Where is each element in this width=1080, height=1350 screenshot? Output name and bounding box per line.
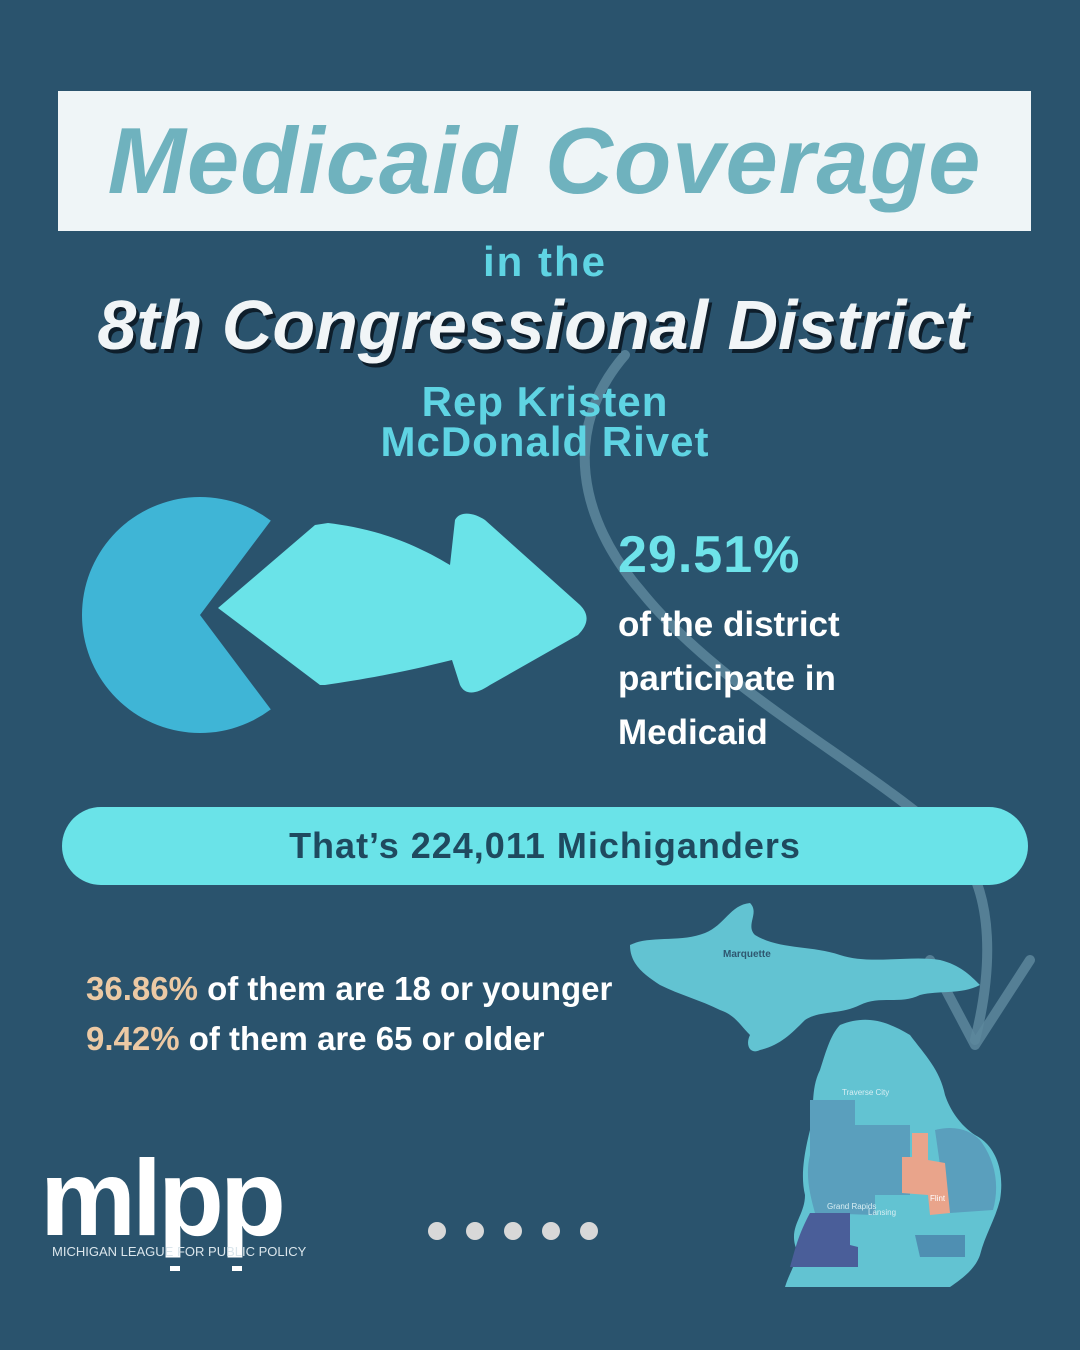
logo-tick-right	[232, 1266, 242, 1271]
representative-line-2: McDonald Rivet	[380, 418, 710, 465]
map-label-lansing: Lansing	[868, 1208, 896, 1217]
pagination-dots	[428, 1222, 598, 1240]
pie-arrow-graphic	[82, 497, 587, 733]
representative-line-1: Rep Kristen	[421, 378, 669, 425]
stat-youth-percent: 36.86%	[86, 970, 198, 1007]
stat-seniors: 9.42% of them are 65 or older	[86, 1020, 545, 1058]
logo-tick-left	[170, 1266, 180, 1271]
pagination-dot[interactable]	[466, 1222, 484, 1240]
pie-chart	[82, 497, 271, 733]
total-banner-text: That’s 224,011 Michiganders	[289, 825, 801, 866]
michigan-map: Marquette Traverse City Grand Rapids Lan…	[630, 903, 1002, 1287]
title-background	[58, 91, 1031, 231]
district-8-highlight	[902, 1133, 950, 1215]
logo-name: MICHIGAN LEAGUE FOR PUBLIC POLICY	[52, 1244, 307, 1259]
pagination-dot[interactable]	[580, 1222, 598, 1240]
page-title: Medicaid Coverage	[107, 108, 982, 213]
pagination-dot[interactable]	[504, 1222, 522, 1240]
pagination-dot[interactable]	[542, 1222, 560, 1240]
pagination-dot[interactable]	[428, 1222, 446, 1240]
stat-seniors-percent: 9.42%	[86, 1020, 180, 1057]
district-region-southeast	[915, 1235, 965, 1257]
district-region-southwest	[790, 1213, 858, 1267]
map-label-traverse-city: Traverse City	[842, 1088, 889, 1097]
map-label-marquette: Marquette	[723, 949, 771, 960]
upper-peninsula	[630, 903, 980, 1052]
stat-youth: 36.86% of them are 18 or younger	[86, 970, 612, 1008]
district-region-thumb	[935, 1128, 997, 1213]
logo-mark: mlpp	[40, 1137, 286, 1258]
participation-description: of the district participate in Medicaid	[618, 605, 840, 752]
map-label-flint: Flint	[930, 1194, 946, 1203]
pie-remainder-slice	[82, 497, 271, 733]
participation-percent: 29.51%	[618, 526, 801, 584]
arrow-icon	[218, 513, 587, 693]
representative-name: Rep Kristen McDonald Rivet	[0, 378, 1080, 465]
district-heading: 8th Congressional District	[97, 286, 969, 364]
subtitle-connector: in the	[483, 238, 607, 285]
stat-seniors-text: of them are 65 or older	[179, 1020, 545, 1057]
total-banner	[62, 807, 1028, 885]
stat-youth-text: of them are 18 or younger	[197, 970, 613, 1007]
map-label-grand-rapids: Grand Rapids	[827, 1202, 876, 1211]
district-region-west	[807, 1100, 910, 1215]
